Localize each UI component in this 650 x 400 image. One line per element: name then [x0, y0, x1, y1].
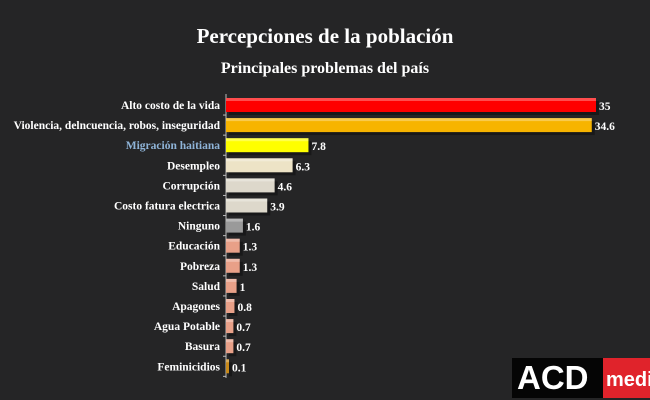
bar-highlight [226, 299, 235, 302]
category-label: Desempleo [167, 160, 220, 172]
bar-highlight [226, 278, 237, 282]
bar [226, 278, 237, 293]
bar [226, 118, 592, 133]
bar [226, 178, 275, 193]
bar-highlight [226, 258, 240, 262]
bar-highlight [226, 178, 275, 182]
bar-highlight [226, 218, 243, 222]
category-label: Basura [185, 341, 220, 353]
category-label: Violencia, delncuencia, robos, insegurid… [14, 120, 221, 132]
bar [226, 238, 240, 253]
bar-highlight [226, 359, 229, 363]
value-label: 0.7 [236, 322, 251, 334]
bar [226, 339, 234, 354]
category-label: Pobreza [180, 261, 220, 273]
value-label: 6.3 [296, 161, 311, 173]
value-label: 3.9 [270, 202, 285, 214]
category-label: Apagones [172, 301, 220, 313]
bar [226, 98, 596, 112]
category-label: Ninguno [178, 221, 220, 233]
bar-highlight [226, 98, 596, 101]
bar-highlight [226, 238, 240, 242]
category-label: Educación [168, 241, 220, 253]
bar-highlight [226, 118, 592, 122]
bar-highlight [226, 158, 293, 162]
category-label: Alto costo de la vida [121, 100, 220, 112]
category-label: Migración haitiana [126, 140, 220, 152]
category-label: Salud [192, 281, 221, 293]
bar [226, 198, 268, 213]
bar-highlight [226, 198, 268, 202]
bar [226, 218, 243, 233]
category-label: Agua Potable [154, 321, 220, 333]
value-label: 35 [599, 101, 611, 113]
bar [226, 359, 229, 374]
chart-title: Percepciones de la población [196, 24, 454, 48]
category-label: Costo fatura electrica [114, 201, 220, 213]
bar [226, 299, 235, 313]
value-label: 34.6 [595, 121, 615, 133]
value-label: 7.8 [311, 141, 326, 153]
bar-highlight [226, 319, 234, 323]
bar [226, 258, 240, 273]
bar-shadow [229, 362, 232, 377]
logo-text-media: media [603, 358, 650, 398]
value-label: 1.6 [246, 222, 261, 234]
value-label: 0.7 [236, 342, 251, 354]
value-label: 0.8 [237, 302, 252, 314]
logo-text-acd: ACD [512, 358, 603, 398]
bar-highlight [226, 339, 234, 343]
value-label: 4.6 [278, 181, 293, 193]
category-label: Feminicidios [157, 361, 220, 373]
bar-highlight [226, 138, 309, 142]
value-label: 1.3 [243, 262, 258, 274]
value-label: 0.1 [232, 362, 247, 374]
bar [226, 158, 293, 173]
bar [226, 319, 234, 334]
acd-media-logo: ACD media [512, 358, 650, 398]
category-label: Corrupción [163, 180, 221, 192]
value-label: 1.3 [243, 242, 258, 254]
value-label: 1 [240, 282, 246, 294]
chart-subtitle: Principales problemas del país [220, 60, 430, 77]
bar [226, 138, 309, 153]
